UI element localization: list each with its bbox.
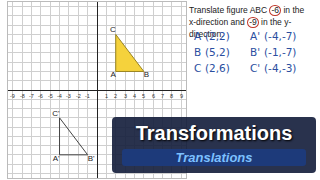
svg-text:4: 4	[133, 93, 136, 99]
svg-text:-8: -8	[20, 93, 25, 99]
svg-text:-4: -4	[57, 93, 62, 99]
html-text:x-direction and -9 in the y-di: x-direction and -9 in the y-direction.	[189, 17, 292, 39]
svg-text:6: 6	[152, 93, 155, 99]
svg-text:8: 8	[170, 93, 173, 99]
html-text:A (2,2): A (2,2)	[194, 30, 230, 42]
svg-text:A: A	[110, 70, 116, 79]
html-text:Transformations: Transformations	[135, 122, 293, 144]
svg-text:3: 3	[124, 93, 127, 99]
html-text:Translations: Translations	[175, 150, 253, 165]
svg-text:A': A'	[53, 154, 60, 163]
svg-text:-3: -3	[66, 93, 71, 99]
svg-text:B: B	[144, 70, 149, 79]
svg-text:-6: -6	[38, 93, 43, 99]
svg-text:B': B'	[88, 154, 95, 163]
svg-text:1: 1	[105, 93, 108, 99]
html-text:B' (-1,-7): B' (-1,-7)	[250, 46, 297, 58]
svg-text:-5: -5	[48, 93, 53, 99]
svg-text:-9: -9	[10, 93, 15, 99]
svg-text:-1: -1	[85, 93, 90, 99]
html-text:B (5,2): B (5,2)	[194, 46, 230, 58]
svg-text:9: 9	[180, 93, 183, 99]
svg-text:C': C'	[52, 109, 60, 118]
svg-text:5: 5	[142, 93, 145, 99]
svg-text:7: 7	[161, 93, 164, 99]
html-text:C' (-4,-3): C' (-4,-3)	[250, 62, 297, 74]
html-text:Translate figure ABC -6 in the: Translate figure ABC -6 in the	[189, 5, 305, 15]
svg-text:-2: -2	[76, 93, 81, 99]
html-text:A' (-4,-7): A' (-4,-7)	[250, 30, 297, 42]
svg-text:C: C	[110, 25, 116, 34]
html-text:C (2,6): C (2,6)	[194, 62, 230, 74]
svg-text:-7: -7	[29, 93, 34, 99]
svg-text:2: 2	[114, 93, 117, 99]
